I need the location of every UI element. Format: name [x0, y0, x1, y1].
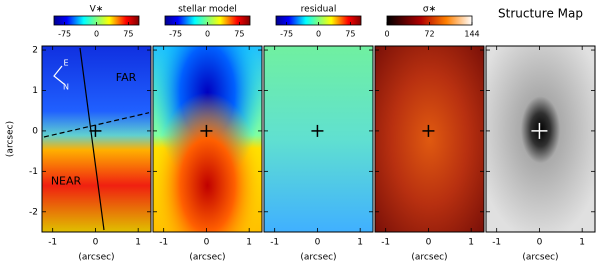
x-tick-label: -1 — [492, 238, 501, 248]
y-tick-label: 2 — [32, 46, 38, 56]
y-tick-label: 1 — [32, 86, 38, 96]
colorbar-tick-label: 75 — [234, 30, 244, 39]
x-axis-label: (arcsec) — [522, 253, 558, 263]
colorbar-title: σ∗ — [423, 5, 436, 15]
x-tick-label: 0 — [537, 238, 543, 248]
annotation: N — [63, 83, 69, 92]
colorbar-tick-label: -75 — [169, 30, 182, 39]
x-tick-label: 1 — [357, 238, 363, 248]
minor-axis-line — [43, 112, 150, 138]
y-tick-label: -1 — [29, 167, 38, 177]
panel-title: Structure Map — [498, 7, 583, 21]
panel-frame — [41, 45, 152, 233]
map-image — [42, 46, 151, 232]
map-image — [264, 46, 373, 232]
annotation: FAR — [116, 71, 137, 84]
map-lobe — [153, 46, 262, 232]
x-tick-label: 0 — [315, 238, 321, 248]
x-axis-label: (arcsec) — [189, 253, 225, 263]
colorbar-tick-label: 75 — [123, 30, 133, 39]
panel-frame — [374, 45, 485, 233]
colorbar-tick-label: 75 — [345, 30, 355, 39]
x-tick-label: 0 — [204, 238, 210, 248]
map-image — [375, 46, 484, 232]
x-tick-label: -1 — [48, 238, 57, 248]
panel-frame — [485, 45, 596, 233]
y-tick-label: 0 — [32, 126, 38, 136]
x-tick-label: -1 — [159, 238, 168, 248]
colorbar-title: residual — [301, 5, 337, 15]
colorbar-tick-label: 0 — [384, 30, 389, 39]
x-tick-label: 0 — [93, 238, 99, 248]
x-tick-label: 1 — [135, 238, 141, 248]
y-axis-label: (arcsec) — [6, 121, 16, 157]
compass — [53, 65, 65, 85]
annotation: E — [63, 59, 68, 68]
x-tick-label: 1 — [579, 238, 585, 248]
colorbar-title: stellar model — [178, 5, 237, 15]
x-tick-label: -1 — [381, 238, 390, 248]
map-image — [486, 46, 595, 232]
y-tick-label: -2 — [29, 207, 38, 217]
colorbar-tick-label: 0 — [94, 30, 99, 39]
colorbar-tick-label: 0 — [316, 30, 321, 39]
x-axis-label: (arcsec) — [411, 253, 447, 263]
x-axis-label: (arcsec) — [78, 253, 114, 263]
major-axis-line — [79, 47, 105, 231]
x-tick-label: 1 — [468, 238, 474, 248]
colorbar-tick-label: 144 — [464, 30, 479, 39]
x-axis-label: (arcsec) — [300, 253, 336, 263]
colorbar-tick-label: -75 — [280, 30, 293, 39]
x-tick-label: 1 — [246, 238, 252, 248]
annotation: NEAR — [51, 174, 82, 187]
colorbar-title: V∗ — [90, 5, 104, 15]
colorbar-tick-label: 0 — [205, 30, 210, 39]
panel-frame — [152, 45, 263, 233]
x-tick-label: 0 — [426, 238, 432, 248]
panel-frame — [263, 45, 374, 233]
x-tick-label: -1 — [270, 238, 279, 248]
colorbar-tick-label: -75 — [58, 30, 71, 39]
colorbar-tick-label: 72 — [424, 30, 434, 39]
